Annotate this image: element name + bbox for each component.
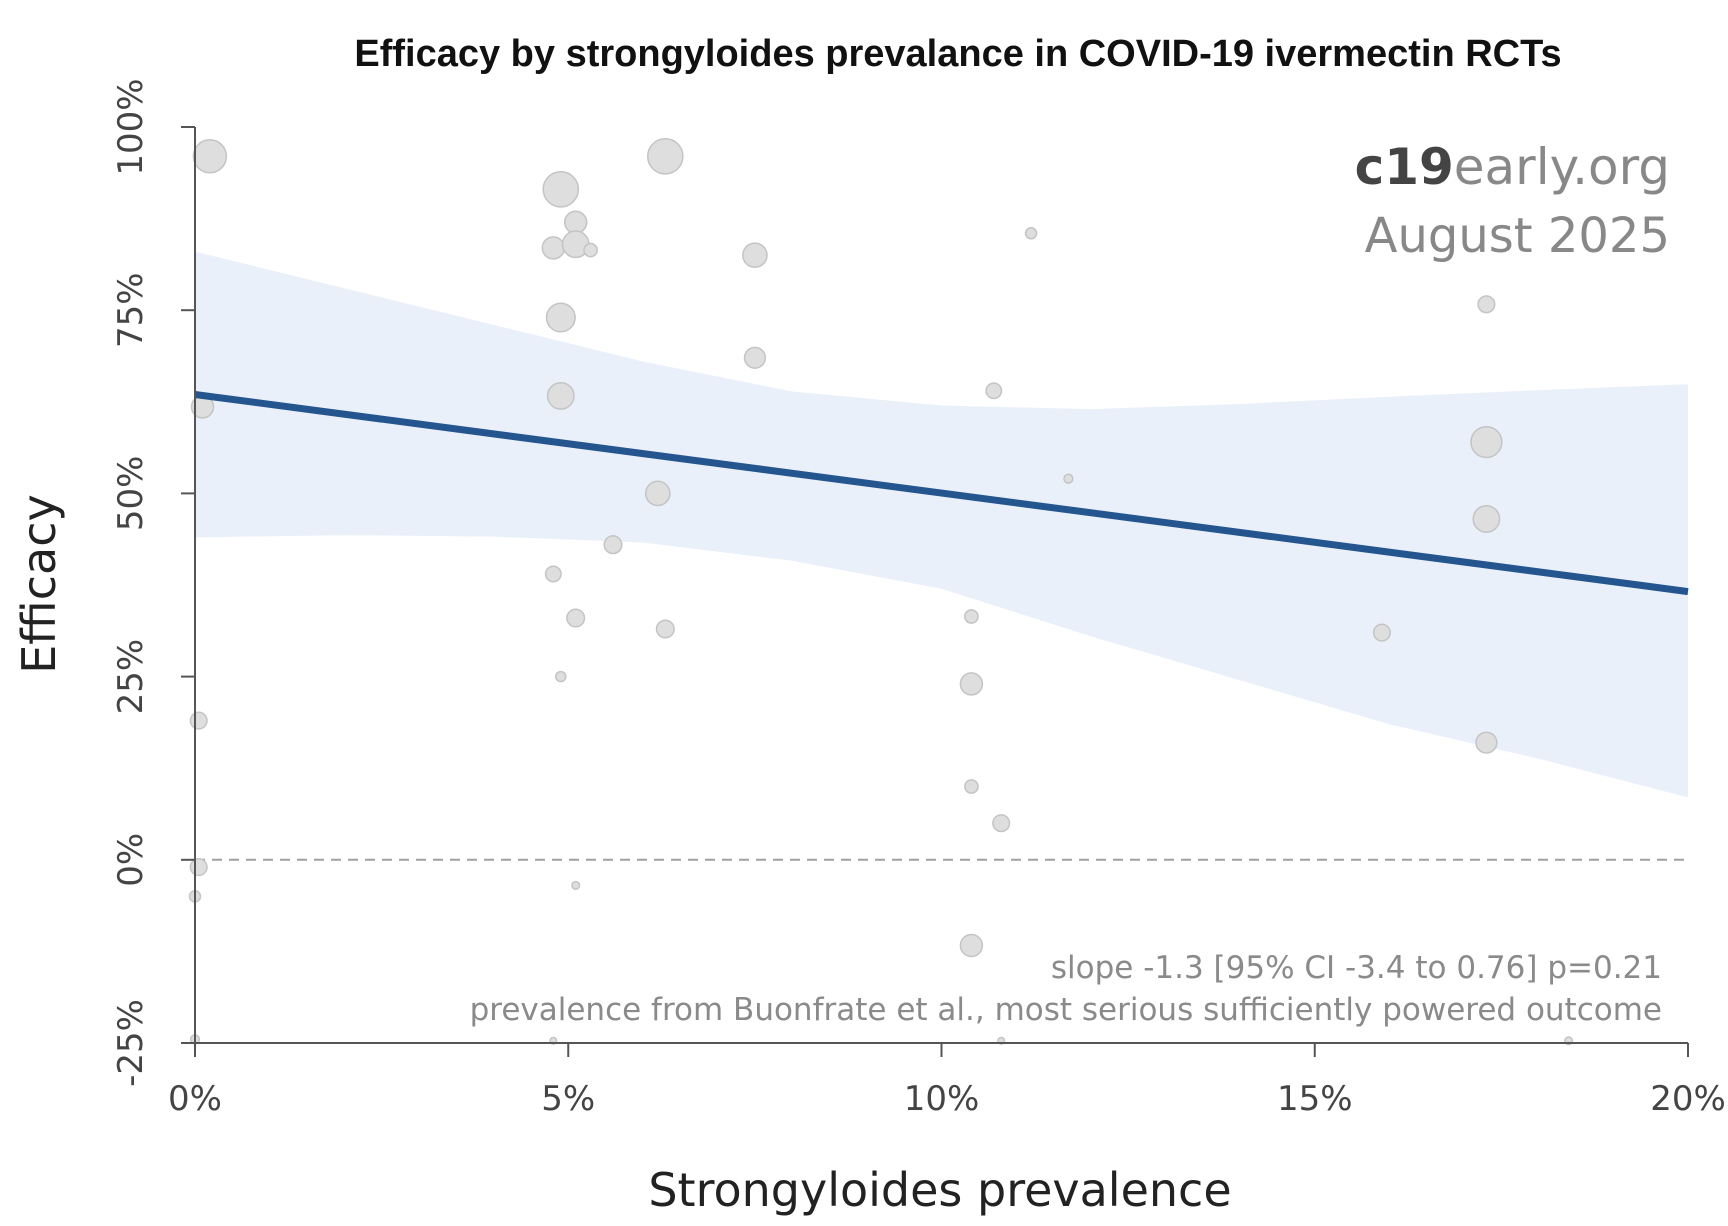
- x-tick-label: 0%: [168, 1079, 222, 1119]
- data-point-16: [743, 346, 767, 369]
- data-point-37: [1372, 623, 1391, 642]
- data-point-17: [644, 480, 671, 507]
- data-point-25: [1024, 227, 1038, 240]
- data-point-35: [1470, 425, 1503, 459]
- data-point-27: [1063, 473, 1074, 484]
- x-axis-ticks: 0% 5% 10% 15% 20%: [168, 1043, 1726, 1119]
- data-point-12: [545, 302, 576, 333]
- chart-title: Efficacy by strongyloides prevalance in …: [354, 33, 1561, 75]
- plot-area: [188, 137, 1689, 1046]
- y-axis-title: Efficacy: [12, 494, 66, 674]
- data-point-15: [742, 242, 768, 269]
- data-point-28: [964, 609, 979, 624]
- data-point-18: [603, 535, 623, 555]
- data-point-3: [189, 711, 208, 730]
- watermark-brand-bold: c19: [1355, 138, 1454, 196]
- regression-line: [194, 391, 1689, 596]
- y-tick-label: -25%: [111, 999, 151, 1087]
- slope-annotation: slope -1.3 [95% CI -3.4 to 0.76] p=0.21: [1051, 950, 1662, 986]
- data-point-11: [583, 242, 598, 258]
- data-point-4: [189, 858, 208, 877]
- data-point-21: [655, 619, 675, 639]
- x-tick-label: 5%: [541, 1079, 595, 1119]
- x-axis-title: Strongyloides prevalence: [648, 1163, 1231, 1217]
- data-point-31: [992, 814, 1011, 833]
- data-point-9: [541, 236, 566, 260]
- data-point-8: [563, 210, 588, 235]
- y-tick-label: 100%: [111, 78, 151, 175]
- watermark-date: August 2025: [1365, 208, 1670, 264]
- watermark-brand-suffix: .org: [1572, 138, 1670, 196]
- confidence-band: [195, 251, 1688, 798]
- x-tick-label: 15%: [1277, 1079, 1353, 1119]
- data-point-14: [646, 137, 684, 175]
- source-annotation: prevalence from Buonfrate et al., most s…: [470, 992, 1662, 1028]
- data-point-36: [1472, 505, 1501, 533]
- y-tick-label: 0%: [111, 833, 151, 887]
- watermark: c19early.org August 2025: [1355, 138, 1670, 264]
- data-point-32: [959, 933, 984, 958]
- x-tick-label: 10%: [904, 1079, 980, 1119]
- y-tick-label: 25%: [111, 639, 151, 715]
- data-point-19: [544, 565, 562, 583]
- data-point-23: [571, 880, 581, 890]
- x-tick-label: 20%: [1650, 1079, 1726, 1119]
- data-point-20: [566, 608, 586, 628]
- data-point-38: [1475, 731, 1498, 754]
- watermark-brand-rest: early: [1454, 138, 1579, 196]
- data-point-30: [964, 779, 979, 794]
- y-tick-label: 75%: [111, 272, 151, 348]
- data-point-1: [192, 139, 228, 174]
- data-point-29: [959, 672, 984, 696]
- y-tick-label: 50%: [111, 456, 151, 532]
- axes: -25% 0% 25% 50% 75% 100% 0% 5% 10% 15% 20%: [111, 78, 1726, 1119]
- data-point-22: [555, 670, 567, 683]
- data-point-13: [546, 381, 575, 410]
- y-axis-ticks: -25% 0% 25% 50% 75% 100%: [111, 78, 195, 1087]
- data-point-26: [985, 382, 1003, 400]
- watermark-brand: c19early.org: [1355, 138, 1670, 196]
- data-point-7: [542, 170, 580, 208]
- data-point-34: [1477, 295, 1496, 314]
